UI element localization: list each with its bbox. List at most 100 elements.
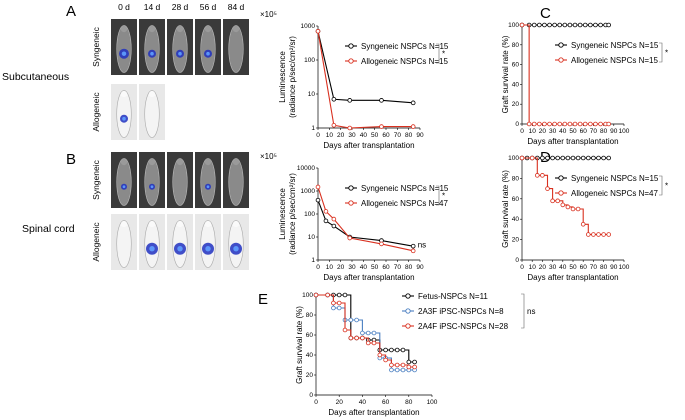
panel-letter-e: E bbox=[258, 291, 268, 308]
mouse-image bbox=[139, 84, 165, 140]
panel-letter-a: A bbox=[66, 3, 76, 20]
data-point bbox=[347, 235, 353, 241]
data-point bbox=[557, 22, 563, 28]
y-tick-label: 0 bbox=[515, 257, 519, 264]
mouse-image bbox=[223, 19, 249, 75]
x-tick-label: 20 bbox=[539, 128, 547, 135]
data-point bbox=[412, 359, 417, 365]
legend-marker bbox=[558, 175, 564, 181]
x-tick-label: 70 bbox=[394, 132, 402, 139]
y-tick-label: 40 bbox=[512, 81, 520, 88]
data-point bbox=[379, 98, 384, 103]
data-point bbox=[394, 367, 400, 373]
data-point bbox=[379, 241, 384, 247]
y-tick-label: 0 bbox=[309, 392, 313, 399]
data-point bbox=[606, 121, 611, 127]
day-label: 84 d bbox=[228, 2, 245, 12]
x-tick-label: 10 bbox=[326, 132, 334, 139]
data-point bbox=[365, 340, 371, 346]
data-point bbox=[572, 121, 578, 127]
series-line bbox=[316, 294, 415, 363]
data-point bbox=[519, 22, 525, 28]
x-tick-label: 0 bbox=[520, 264, 524, 271]
x-tick-label: 20 bbox=[337, 132, 345, 139]
legend-label: Allogeneic NSPCs N=47 bbox=[571, 189, 658, 198]
mouse-image bbox=[167, 152, 193, 208]
y-tick-label: 80 bbox=[512, 175, 520, 182]
data-point bbox=[596, 155, 601, 161]
data-point bbox=[577, 22, 583, 28]
mouse-image bbox=[111, 19, 137, 75]
mouse-image bbox=[223, 214, 249, 270]
y-tick-label: 10000 bbox=[297, 165, 315, 172]
chart-e-surv: 0 20 40 60 80 100 0 20 40 60 80 100 Days after trans… bbox=[295, 292, 535, 417]
x-tick-label: 80 bbox=[600, 128, 608, 135]
legend-marker bbox=[558, 57, 564, 63]
data-point bbox=[519, 155, 525, 161]
x-tick-label: 60 bbox=[382, 399, 390, 406]
data-point bbox=[562, 121, 568, 127]
x-tick-label: 30 bbox=[348, 132, 356, 139]
y-tick-label: 100 bbox=[304, 57, 315, 64]
ns-label: ns bbox=[418, 240, 426, 249]
data-point bbox=[572, 22, 578, 28]
legend-label: Syngeneic NSPCs N=15 bbox=[361, 42, 449, 51]
x-tick-label: 40 bbox=[359, 399, 367, 406]
x-tick-label: 60 bbox=[580, 264, 588, 271]
significance-bracket bbox=[436, 185, 440, 206]
data-point bbox=[400, 362, 406, 368]
data-point bbox=[371, 330, 377, 336]
y-tick-label: 40 bbox=[306, 352, 314, 359]
data-point bbox=[331, 223, 337, 229]
data-point bbox=[383, 347, 388, 353]
x-axis-label: Days after transplantation bbox=[527, 273, 618, 282]
data-point bbox=[537, 121, 542, 127]
x-tick-label: 10 bbox=[529, 264, 537, 271]
mouse-image bbox=[195, 214, 221, 270]
data-point bbox=[348, 317, 354, 323]
data-point bbox=[575, 206, 581, 212]
x-tick-label: 50 bbox=[569, 264, 577, 271]
y-tick-label: 0 bbox=[515, 121, 519, 128]
legend-marker bbox=[558, 42, 564, 48]
data-point bbox=[557, 121, 563, 127]
data-point bbox=[394, 362, 400, 368]
data-point bbox=[552, 22, 557, 28]
mouse-image bbox=[111, 152, 137, 208]
legend-label: Allogeneic NSPCs N=15 bbox=[571, 56, 658, 65]
data-point bbox=[400, 367, 406, 373]
data-point bbox=[336, 305, 342, 311]
legend-label: Syngeneic NSPCs N=15 bbox=[571, 174, 659, 183]
series-line bbox=[522, 24, 609, 125]
y-tick-label: 20 bbox=[512, 237, 520, 244]
x-tick-label: 0 bbox=[316, 132, 320, 139]
data-point bbox=[585, 155, 591, 161]
y-axis-label: Graft survival rate (%) bbox=[501, 170, 510, 248]
data-point bbox=[365, 330, 371, 336]
series-line bbox=[316, 294, 415, 368]
day-label: 56 d bbox=[200, 2, 217, 12]
data-point bbox=[540, 173, 545, 178]
data-point bbox=[315, 28, 321, 34]
x-tick-label: 80 bbox=[600, 264, 608, 271]
mouse-image bbox=[139, 214, 165, 270]
data-point bbox=[598, 121, 603, 127]
data-point bbox=[588, 22, 593, 28]
x-tick-label: 100 bbox=[619, 264, 630, 271]
data-point bbox=[389, 367, 394, 373]
y-tick-label: 10 bbox=[308, 234, 316, 241]
data-point bbox=[591, 155, 596, 161]
day-label: 28 d bbox=[172, 2, 189, 12]
x-tick-label: 90 bbox=[416, 264, 424, 271]
data-point bbox=[606, 22, 611, 28]
mouse-image-grid bbox=[111, 19, 249, 270]
data-point bbox=[547, 22, 552, 28]
data-point bbox=[406, 364, 412, 370]
x-tick-label: 10 bbox=[529, 128, 537, 135]
x-tick-label: 30 bbox=[549, 264, 557, 271]
data-point bbox=[313, 292, 319, 298]
mouse-image bbox=[139, 152, 165, 208]
data-point bbox=[593, 22, 598, 28]
